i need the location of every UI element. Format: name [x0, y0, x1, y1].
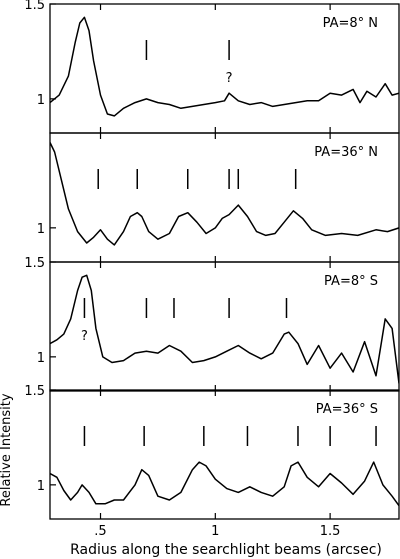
panel-label: PA=8° N: [323, 16, 378, 31]
panels-layer: 1 1.5 PA=8° N? 1 PA=36° N 1 1.5 PA=8° S? 1 1.5 PA=…: [24, 0, 400, 520]
panel-4: 1 1.5 PA=36° S: [24, 384, 400, 520]
intensity-line: [50, 461, 399, 507]
panel-2: 1 PA=36° N: [37, 132, 400, 263]
panel-3: 1 1.5 PA=8° S?: [24, 256, 400, 392]
y-tick-label: 1: [37, 222, 45, 237]
x-axis-label: Radius along the searchlight beams (arcs…: [70, 542, 382, 558]
y-axis-label: Relative Intensity: [0, 393, 14, 506]
annotation-text: ?: [81, 329, 88, 344]
y-tick-label: 1.5: [24, 0, 45, 13]
panel-frame: [49, 389, 400, 520]
annotation-text: ?: [226, 71, 233, 86]
intensity-line: [50, 142, 399, 246]
y-tick-label: 1.5: [24, 256, 45, 271]
x-tick-label: 1: [211, 524, 219, 539]
panel-frame: [49, 261, 400, 392]
x-tick-label: 1.5: [320, 524, 341, 539]
panel-1: 1 1.5 PA=8° N?: [24, 0, 400, 134]
panel-label: PA=36° N: [314, 145, 378, 160]
intensity-line: [50, 16, 399, 117]
intensity-line: [50, 274, 399, 384]
panel-label: PA=36° S: [316, 402, 378, 417]
y-tick-label: 1.5: [24, 384, 45, 399]
x-axis: .5 1 1.5: [94, 524, 340, 539]
x-tick-label: .5: [94, 524, 106, 539]
panel-label: PA=8° S: [324, 274, 378, 289]
y-tick-label: 1: [37, 93, 45, 108]
y-tick-label: 1: [37, 479, 45, 494]
y-tick-label: 1: [37, 351, 45, 366]
